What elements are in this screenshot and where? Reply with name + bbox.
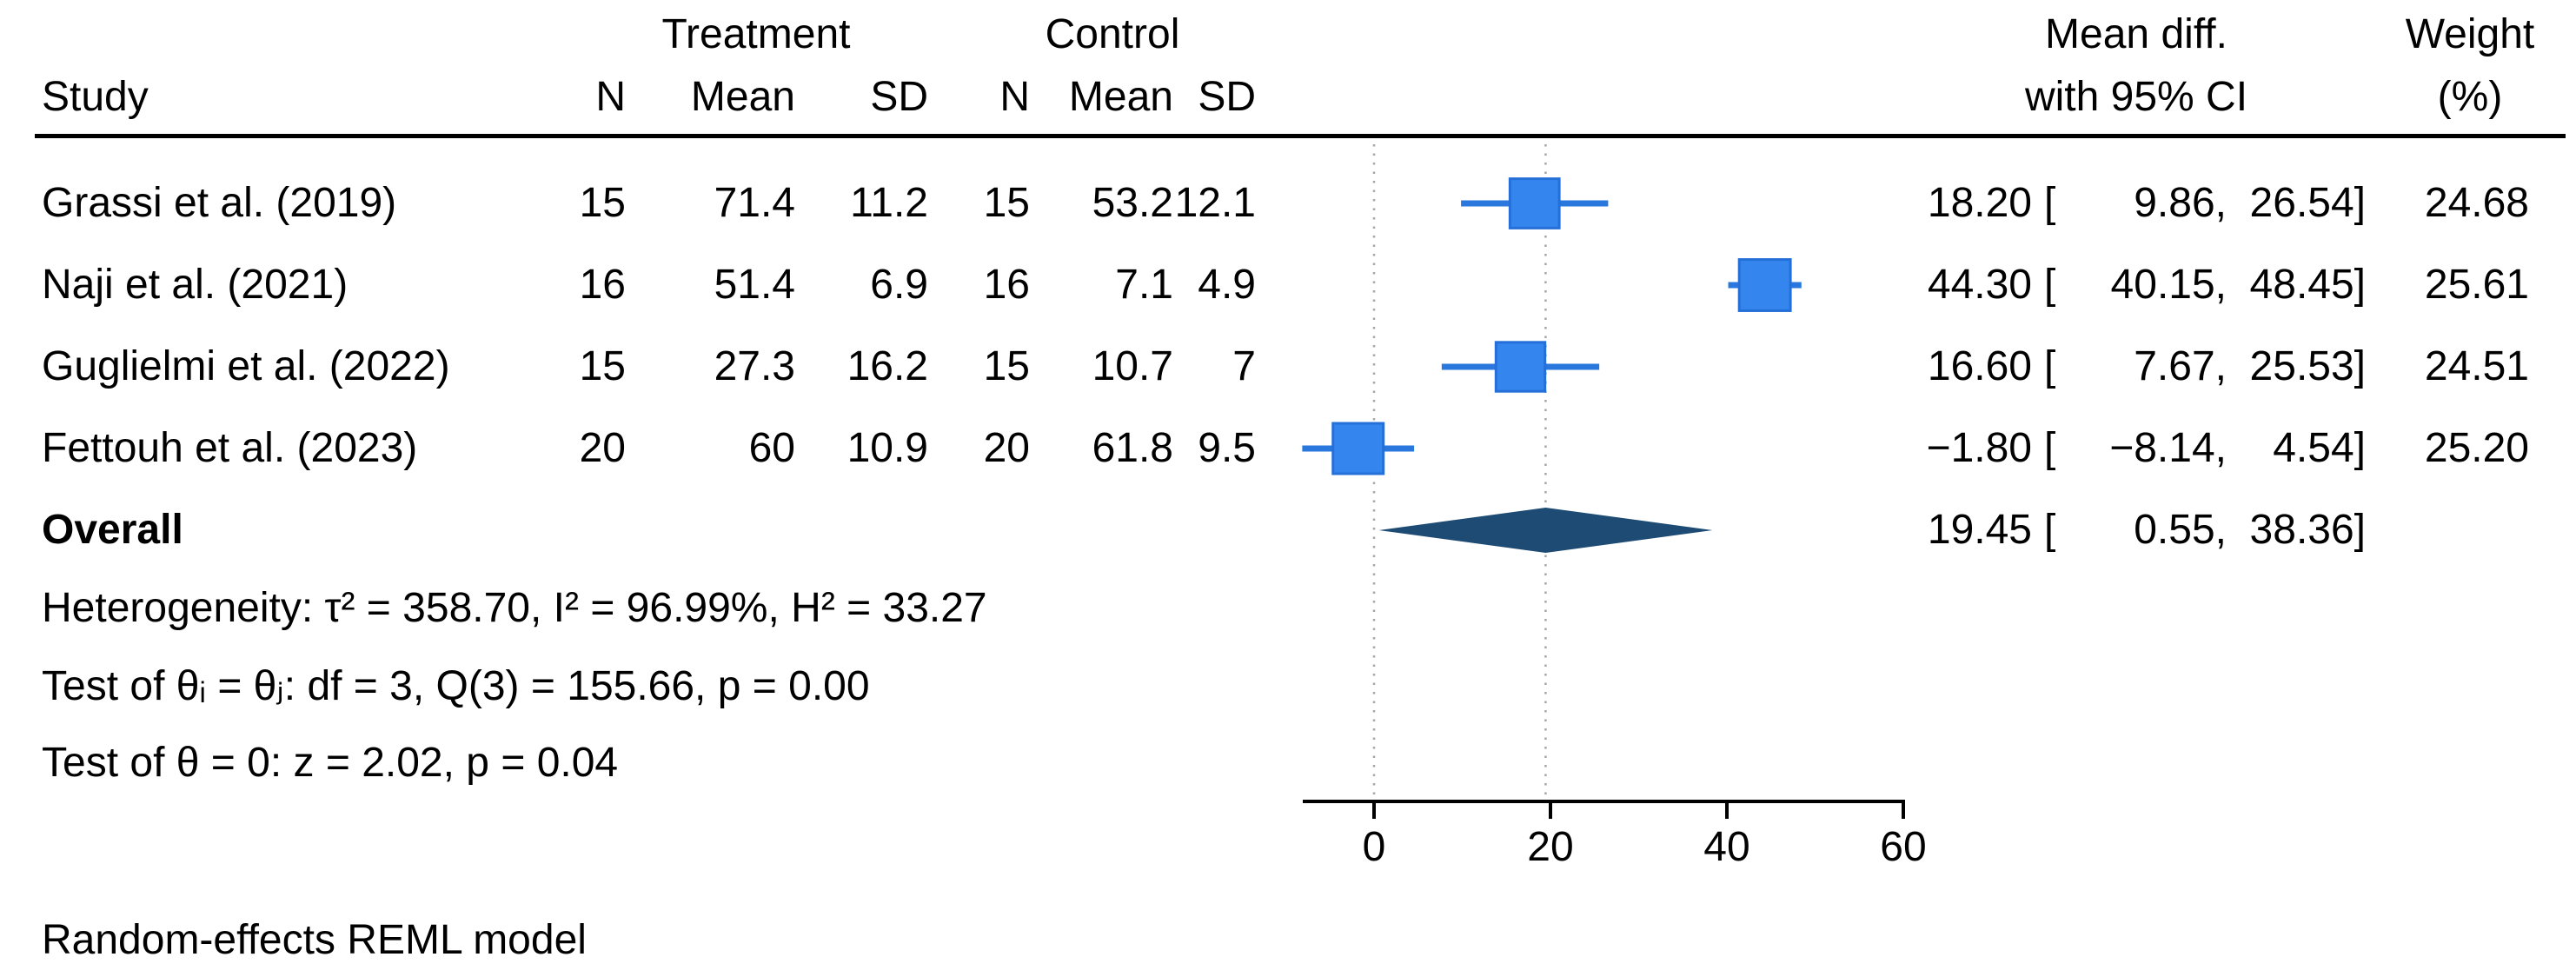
treatment-mean: 71.4	[714, 180, 795, 226]
treatment-mean: 51.4	[714, 262, 795, 308]
ci-lower: 9.86,	[2134, 180, 2227, 226]
treatment-n: 20	[579, 425, 626, 471]
ci-open-bracket: [	[2044, 343, 2056, 389]
header-weight-line2: (%)	[2437, 74, 2503, 120]
treatment-sd: 11.2	[850, 180, 928, 226]
model-footnote: Random-effects REML model	[42, 917, 587, 963]
treatment-sd: 10.9	[846, 425, 928, 471]
treatment-mean: 27.3	[714, 343, 795, 389]
control-n: 15	[983, 343, 1030, 389]
study-label: Grassi et al. (2019)	[42, 180, 397, 226]
heterogeneity-stats: Heterogeneity: τ² = 358.70, I² = 96.99%,…	[42, 585, 987, 631]
control-mean: 7.1	[1115, 262, 1173, 308]
header-mean-control: Mean	[1068, 74, 1173, 120]
header-n-control: N	[999, 74, 1030, 120]
overall-label: Overall	[42, 507, 183, 553]
control-n: 15	[983, 180, 1030, 226]
overall-estimate: 19.45	[1927, 507, 2032, 553]
control-sd: 9.5	[1198, 425, 1256, 471]
control-sd: 12.1	[1174, 180, 1256, 226]
ci-open-bracket: [	[2044, 180, 2056, 226]
overall-effect-test: Test of θ = 0: z = 2.02, p = 0.04	[42, 740, 619, 786]
treatment-sd: 6.9	[870, 262, 928, 308]
ci-lower: 40.15,	[2110, 262, 2227, 308]
treatment-n: 16	[579, 262, 626, 308]
study-label: Guglielmi et al. (2022)	[42, 343, 450, 389]
header-group-treatment: Treatment	[661, 11, 851, 57]
control-mean: 10.7	[1092, 343, 1173, 389]
header-sd-control: SD	[1198, 74, 1256, 120]
header-effect-line1: Mean diff.	[2045, 11, 2227, 57]
effect-estimate: −1.80	[1926, 425, 2032, 471]
ci-upper: 4.54]	[2273, 425, 2366, 471]
header-group-control: Control	[1045, 11, 1180, 57]
control-n: 20	[983, 425, 1030, 471]
study-label: Fettouh et al. (2023)	[42, 425, 418, 471]
ci-open-bracket: [	[2044, 262, 2056, 308]
header-study: Study	[42, 74, 149, 120]
effect-square	[1494, 341, 1547, 393]
treatment-n: 15	[579, 343, 626, 389]
treatment-n: 15	[579, 180, 626, 226]
axis-tick-label: 0	[1362, 824, 1386, 870]
axis-tick-label: 60	[1880, 824, 1927, 870]
header-n-treatment: N	[595, 74, 626, 120]
axis-tick-label: 40	[1703, 824, 1750, 870]
ci-upper: 48.45]	[2249, 262, 2366, 308]
effect-estimate: 44.30	[1927, 262, 2032, 308]
treatment-mean: 60	[748, 425, 795, 471]
treatment-sd: 16.2	[846, 343, 928, 389]
ci-upper: 26.54]	[2249, 180, 2366, 226]
header-sd-treatment: SD	[870, 74, 928, 120]
weight-value: 25.61	[2424, 262, 2529, 308]
effect-square	[1737, 258, 1792, 312]
weight-value: 24.51	[2424, 343, 2529, 389]
overall-diamond	[1378, 508, 1713, 553]
weight-value: 24.68	[2424, 180, 2529, 226]
header-effect-line2: with 95% CI	[2024, 74, 2248, 120]
ci-lower: −8.14,	[2109, 425, 2227, 471]
between-study-test: Test of θᵢ = θⱼ: df = 3, Q(3) = 155.66, …	[42, 663, 870, 709]
effect-square	[1508, 177, 1561, 229]
ci-open-bracket: [	[2044, 425, 2056, 471]
header-rule	[35, 134, 2566, 138]
effect-square	[1331, 422, 1385, 475]
header-mean-treatment: Mean	[690, 74, 795, 120]
ci-upper: 25.53]	[2249, 343, 2366, 389]
ci-open-bracket: [	[2044, 507, 2056, 553]
ci-lower: 7.67,	[2134, 343, 2227, 389]
control-mean: 61.8	[1092, 425, 1173, 471]
control-n: 16	[983, 262, 1030, 308]
control-mean: 53.2	[1092, 180, 1173, 226]
effect-estimate: 18.20	[1927, 180, 2032, 226]
effect-estimate: 16.60	[1927, 343, 2032, 389]
header-weight-line1: Weight	[2405, 11, 2535, 57]
overall-ci-lower: 0.55,	[2134, 507, 2227, 553]
weight-value: 25.20	[2424, 425, 2529, 471]
control-sd: 4.9	[1198, 262, 1256, 308]
study-label: Naji et al. (2021)	[42, 262, 349, 308]
axis-tick-label: 20	[1527, 824, 1574, 870]
control-sd: 7	[1232, 343, 1256, 389]
overall-ci-upper: 38.36]	[2249, 507, 2366, 553]
